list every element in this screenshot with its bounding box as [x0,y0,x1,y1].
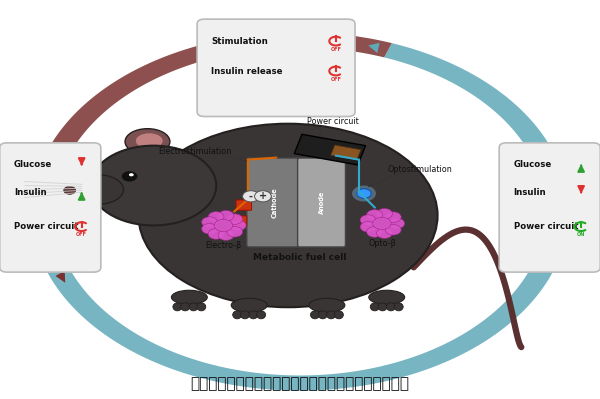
Text: Electro-β: Electro-β [205,241,242,250]
Circle shape [218,210,234,221]
Text: Glucose: Glucose [514,160,552,169]
Circle shape [242,191,259,202]
Ellipse shape [334,311,343,319]
Text: Power circuit: Power circuit [514,222,578,231]
Ellipse shape [257,311,266,319]
Circle shape [214,219,233,231]
Text: OFF: OFF [331,77,341,82]
FancyBboxPatch shape [231,216,247,226]
Circle shape [367,227,382,237]
Text: Insulin: Insulin [14,188,47,197]
Circle shape [230,220,246,231]
FancyBboxPatch shape [499,143,600,272]
Text: ON: ON [577,233,586,237]
Ellipse shape [378,303,387,311]
Ellipse shape [309,298,345,312]
Ellipse shape [310,311,319,319]
Circle shape [357,189,371,198]
Circle shape [373,217,391,229]
Text: Insulin: Insulin [514,188,546,197]
Circle shape [385,225,401,235]
Polygon shape [47,43,569,391]
Text: Optostimulation: Optostimulation [387,165,452,174]
Ellipse shape [181,303,190,311]
FancyBboxPatch shape [197,19,355,117]
Text: Glucose: Glucose [14,160,52,169]
FancyBboxPatch shape [236,200,251,210]
FancyBboxPatch shape [247,158,302,247]
Ellipse shape [189,303,198,311]
Ellipse shape [326,311,335,319]
Ellipse shape [233,311,242,319]
Circle shape [227,214,242,224]
Ellipse shape [136,133,163,148]
Circle shape [122,171,137,182]
Polygon shape [331,145,361,160]
FancyBboxPatch shape [298,158,346,247]
Circle shape [218,230,234,241]
FancyBboxPatch shape [0,143,101,272]
Ellipse shape [369,290,404,304]
Ellipse shape [386,303,395,311]
Circle shape [385,212,401,222]
Circle shape [129,173,134,176]
Ellipse shape [241,311,250,319]
Circle shape [377,208,392,219]
Text: Insulin release: Insulin release [211,67,283,75]
Circle shape [377,228,392,239]
Text: Metabolic fuel cell: Metabolic fuel cell [253,253,347,262]
Text: Opto-β: Opto-β [368,239,396,248]
Circle shape [202,223,217,234]
Ellipse shape [370,303,379,311]
Circle shape [64,186,76,194]
Ellipse shape [249,311,258,319]
Ellipse shape [197,303,206,311]
Ellipse shape [173,303,182,311]
Text: 科学家已经开发出一个原型，并在小鼠身上进行了成功: 科学家已经开发出一个原型，并在小鼠身上进行了成功 [191,376,409,391]
Text: +: + [259,191,267,201]
Text: Anode: Anode [319,191,325,214]
Text: Cathode: Cathode [272,187,278,218]
Circle shape [254,191,271,202]
Text: -: - [249,191,253,201]
Ellipse shape [231,298,267,312]
Polygon shape [31,32,392,273]
Ellipse shape [318,311,327,319]
Ellipse shape [91,146,216,225]
Text: OFF: OFF [331,47,341,52]
Text: OFF: OFF [76,233,87,237]
Text: Electrostimulation: Electrostimulation [159,147,232,156]
Circle shape [202,217,217,227]
Ellipse shape [172,290,207,304]
Circle shape [208,211,224,222]
Text: Stimulation: Stimulation [211,37,268,45]
Polygon shape [294,134,365,165]
Ellipse shape [139,124,437,307]
Circle shape [360,221,376,232]
Text: Power circuit: Power circuit [307,117,359,126]
Ellipse shape [125,128,170,154]
Circle shape [367,209,382,220]
Ellipse shape [394,303,403,311]
Circle shape [208,229,224,239]
Circle shape [352,186,376,201]
Circle shape [227,227,242,237]
Text: Power circuit: Power circuit [14,222,79,231]
Ellipse shape [70,175,124,204]
Circle shape [389,218,404,229]
Circle shape [360,215,376,225]
